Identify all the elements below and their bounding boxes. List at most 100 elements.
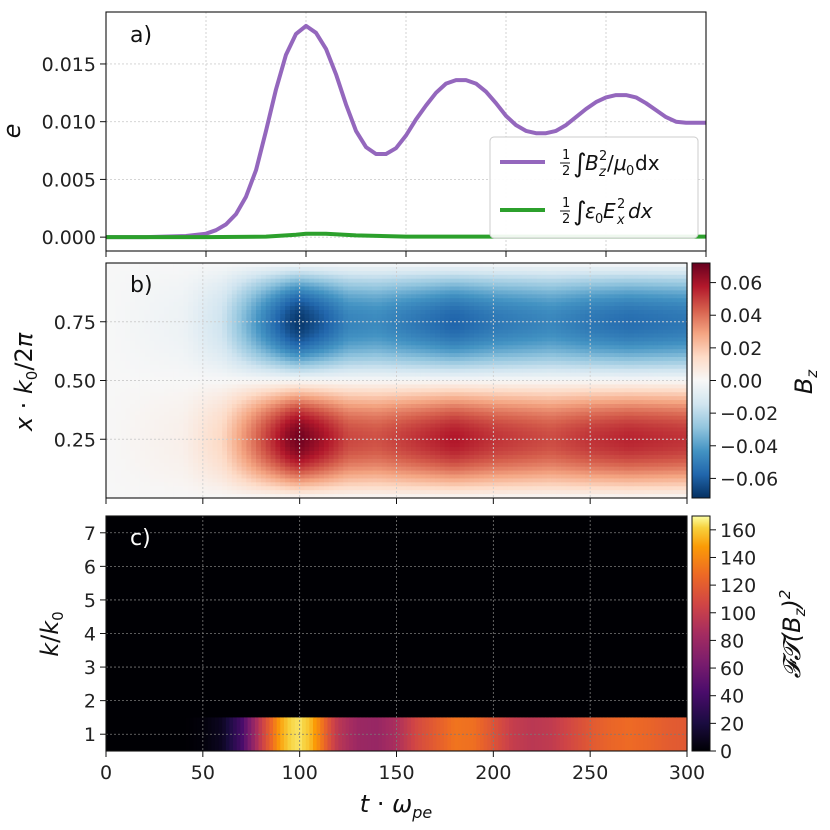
bz-cell bbox=[493, 415, 499, 421]
bz-cell bbox=[440, 278, 446, 284]
bz-cell bbox=[125, 400, 131, 405]
bz-cell bbox=[449, 482, 456, 487]
bz-cell bbox=[411, 341, 417, 346]
bz-cell bbox=[396, 474, 402, 480]
bz-cell bbox=[227, 290, 233, 295]
bz-cell bbox=[396, 310, 402, 315]
bz-cell bbox=[183, 372, 189, 378]
bz-cell bbox=[207, 474, 214, 480]
bz-cell bbox=[125, 302, 131, 307]
bz-cell bbox=[440, 270, 446, 276]
bz-cell bbox=[280, 263, 286, 268]
bz-cell bbox=[241, 474, 248, 480]
bz-cell bbox=[110, 490, 117, 495]
bz-cell bbox=[164, 341, 170, 346]
bz-cell bbox=[275, 474, 281, 480]
bz-cell bbox=[469, 333, 475, 339]
bz-cell bbox=[338, 376, 344, 382]
bz-cell bbox=[454, 274, 461, 280]
bz-cell bbox=[309, 349, 315, 354]
bz-cell bbox=[289, 423, 296, 429]
bz-cell bbox=[304, 337, 310, 342]
bz-cell bbox=[357, 266, 364, 272]
bz-cell bbox=[106, 458, 112, 464]
bz-cell bbox=[357, 282, 364, 288]
bz-cell bbox=[130, 482, 136, 487]
bz-cell bbox=[498, 482, 504, 487]
bz-cell bbox=[294, 486, 301, 491]
bz-cell bbox=[430, 278, 436, 284]
bz-cell bbox=[125, 384, 131, 389]
bz-cell bbox=[352, 396, 359, 401]
bz-cell bbox=[323, 310, 330, 315]
bz-cell bbox=[503, 310, 509, 315]
bz-cell bbox=[328, 341, 335, 346]
bz-cell bbox=[260, 329, 267, 335]
bz-cell bbox=[178, 306, 185, 311]
bz-cell bbox=[381, 404, 388, 409]
bz-cell bbox=[420, 345, 427, 350]
bz-cell bbox=[372, 274, 378, 280]
bz-cell bbox=[110, 458, 117, 464]
bz-cell bbox=[338, 345, 344, 350]
bz-cell bbox=[110, 470, 117, 476]
bz-cell bbox=[144, 404, 151, 409]
bz-cell bbox=[425, 313, 431, 319]
bz-cell bbox=[367, 313, 373, 319]
bz-cell bbox=[401, 364, 407, 370]
bz-cell bbox=[130, 357, 136, 362]
bz-cell bbox=[430, 470, 436, 476]
bz-cell bbox=[246, 451, 252, 456]
bz-cell bbox=[406, 443, 412, 448]
bz-cell bbox=[362, 384, 369, 389]
bz-cell bbox=[449, 302, 456, 307]
bz-cell bbox=[251, 411, 257, 417]
bz-cell bbox=[338, 392, 344, 397]
bz-cell bbox=[440, 286, 446, 292]
bz-cell bbox=[343, 333, 349, 339]
bz-cell bbox=[415, 274, 422, 280]
bz-cell bbox=[256, 415, 262, 421]
bz-cell bbox=[464, 376, 470, 382]
bz-cell bbox=[406, 431, 412, 436]
bz-cell bbox=[222, 447, 228, 452]
bz-cell bbox=[469, 329, 475, 335]
bz-cell bbox=[231, 462, 238, 468]
bz-cell bbox=[125, 282, 131, 288]
bz-cell bbox=[285, 447, 291, 452]
bz-cell bbox=[236, 341, 243, 346]
bz-cell bbox=[469, 266, 475, 272]
bz-cell bbox=[473, 353, 480, 358]
bz-cell bbox=[139, 263, 146, 268]
bz-cell bbox=[319, 372, 325, 378]
bz-cell bbox=[464, 466, 470, 472]
bz-cell bbox=[381, 447, 388, 452]
bz-cell bbox=[197, 325, 204, 331]
bz-cell bbox=[440, 368, 446, 374]
bz-cell bbox=[168, 302, 175, 307]
bz-cell bbox=[231, 423, 238, 429]
bz-cell bbox=[188, 423, 194, 429]
bz-cell bbox=[323, 415, 330, 421]
bz-cell bbox=[265, 349, 272, 354]
bz-cell bbox=[473, 411, 480, 417]
bz-cell bbox=[222, 274, 228, 280]
bz-cell bbox=[251, 458, 257, 464]
bz-cell bbox=[207, 364, 214, 370]
bz-cell bbox=[333, 263, 339, 268]
bz-cell bbox=[430, 321, 436, 327]
bz-cell bbox=[338, 270, 344, 276]
bz-cell bbox=[110, 263, 117, 268]
bz-cell bbox=[256, 454, 262, 460]
bz-cell bbox=[352, 427, 359, 433]
bz-cell bbox=[411, 353, 417, 358]
bz-cell bbox=[125, 349, 131, 354]
bz-cell bbox=[212, 451, 218, 456]
bz-cell bbox=[173, 427, 180, 433]
bz-cell bbox=[425, 282, 431, 288]
bz-cell bbox=[348, 341, 354, 346]
bz-cell bbox=[493, 286, 499, 292]
bz-cell bbox=[222, 270, 228, 276]
bz-cell bbox=[178, 278, 185, 284]
bz-cell bbox=[309, 376, 315, 382]
